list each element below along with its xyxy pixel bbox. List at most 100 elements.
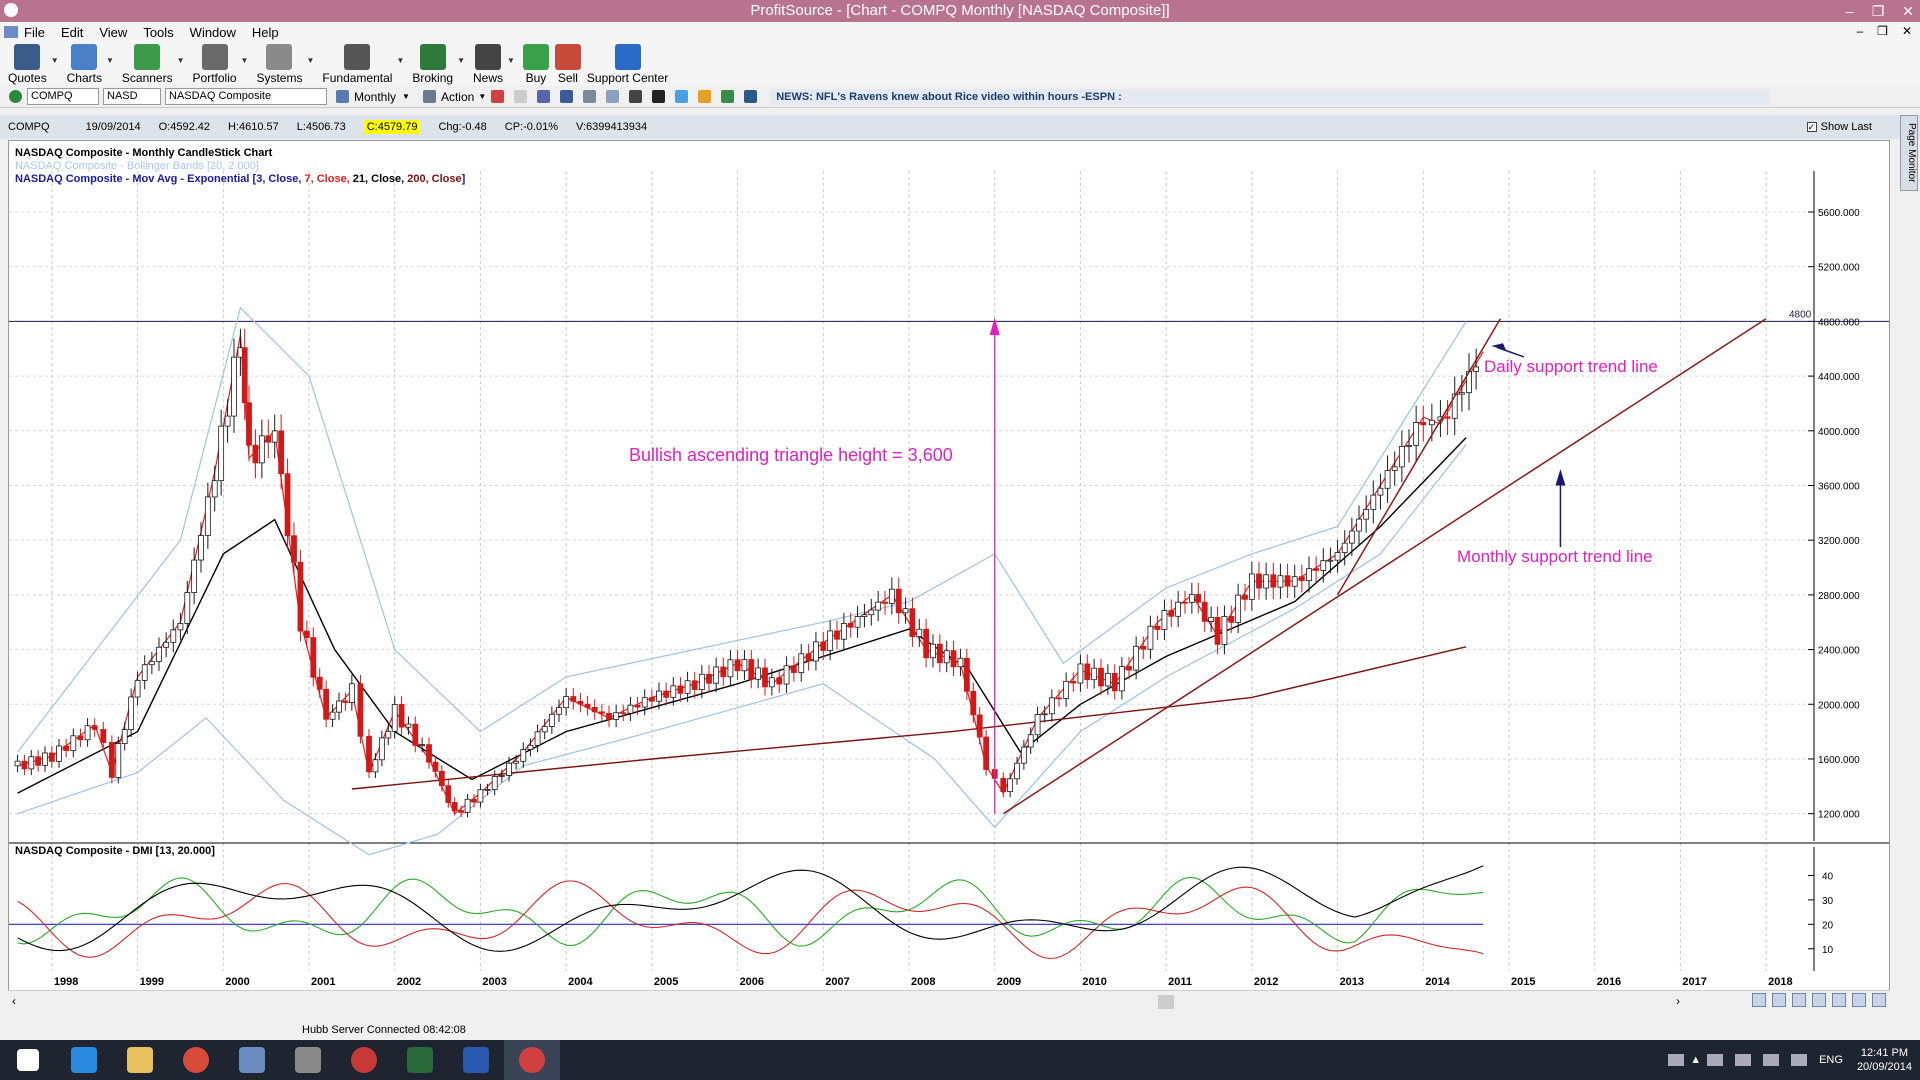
toolbar-support-center-button[interactable]: Support Center (587, 42, 668, 85)
download-icon[interactable] (491, 90, 505, 103)
menu-window[interactable]: Window (189, 24, 236, 40)
glasses-icon[interactable] (652, 90, 666, 103)
taskbar-profitsource[interactable] (504, 1040, 560, 1080)
dropdown-arrow-icon[interactable]: ▼ (457, 56, 465, 65)
taskbar-ball-app[interactable] (336, 1040, 392, 1080)
action-select[interactable]: Action (440, 89, 475, 104)
grid-icon[interactable] (606, 90, 620, 103)
mdi-close-icon[interactable]: ✕ (1901, 24, 1912, 38)
signal-icon[interactable] (1763, 1054, 1780, 1066)
y-tick-label: 2800.000 (1818, 591, 1860, 602)
app-grid-icon (295, 1047, 321, 1073)
dropdown-arrow-icon[interactable]: ▼ (306, 56, 315, 65)
page-icon[interactable] (514, 90, 528, 103)
mdi-restore-icon[interactable]: ❐ (1877, 24, 1888, 38)
x-tick-label: 2000 (225, 976, 249, 988)
dropdown-arrow-icon[interactable]: ▼ (240, 56, 249, 65)
dropdown-arrow-icon[interactable]: ▼ (50, 56, 59, 65)
taskbar-word[interactable] (448, 1040, 504, 1080)
candle-body (1420, 422, 1427, 426)
clock[interactable]: 12:41 PM 20/09/2014 (1857, 1046, 1912, 1074)
toolbar-portfolio-button[interactable]: Portfolio (193, 42, 237, 85)
keyboard-icon[interactable] (1668, 1054, 1685, 1066)
period-select[interactable]: Monthly (354, 89, 397, 104)
dropdown-arrow-icon[interactable]: ▼ (176, 56, 185, 65)
toolbar-buy-button[interactable]: Buy (522, 42, 549, 85)
prev-bar-icon[interactable] (1852, 993, 1866, 1007)
battery-icon[interactable] (1735, 1054, 1752, 1066)
news-icon[interactable] (744, 90, 758, 103)
zoom-fit-icon[interactable] (1792, 993, 1806, 1007)
show-last-toggle[interactable]: ✓ Show Last (1806, 121, 1890, 133)
period-dropdown-icon[interactable]: ▼ (402, 92, 410, 101)
toolbar-label: Systems (256, 71, 303, 85)
restore-icon[interactable]: ❐ (1871, 3, 1885, 19)
menu-tools[interactable]: Tools (143, 24, 174, 40)
save-icon[interactable] (560, 90, 574, 103)
price-chart[interactable]: 1998 1999 2000 2001 2002 2003 2004 2005 2006 2007… (9, 141, 1889, 991)
close-icon[interactable]: ✕ (1902, 3, 1914, 19)
exchange-select[interactable]: NASD (103, 88, 161, 105)
crosshair-icon[interactable] (537, 90, 551, 103)
scroll-right-icon[interactable]: › (1676, 994, 1680, 1008)
document-icon[interactable] (4, 26, 18, 38)
toolbar-sell-button[interactable]: Sell (554, 42, 581, 85)
toolbar-news-button[interactable]: News (473, 42, 503, 85)
menu-help[interactable]: Help (251, 24, 279, 40)
scroll-both-icon[interactable] (1832, 993, 1846, 1007)
menu-edit[interactable]: Edit (60, 24, 84, 40)
toolbar-charts-button[interactable]: Charts (67, 42, 102, 85)
candle-body (458, 810, 465, 813)
network-icon[interactable] (1707, 1054, 1724, 1066)
star-icon[interactable] (698, 90, 712, 103)
candle-body (663, 690, 670, 698)
toolbar-broking-button[interactable]: Broking (412, 42, 453, 85)
menu-file[interactable]: File (24, 24, 45, 40)
symbol-input[interactable]: COMPQ (27, 88, 99, 105)
menu-view[interactable]: View (99, 24, 128, 40)
toolbar-fundamental-button[interactable]: Fundamental (322, 42, 392, 85)
minimize-icon[interactable]: – (1845, 3, 1854, 19)
tray-expand-icon[interactable]: ▲ (1690, 1054, 1702, 1066)
zoom-in-icon[interactable] (1752, 993, 1766, 1007)
action-dropdown-icon[interactable]: ▼ (478, 92, 487, 101)
volume-icon[interactable] (1791, 1054, 1808, 1066)
arrows-icon[interactable] (721, 90, 735, 103)
taskbar-calculator[interactable] (224, 1040, 280, 1080)
start-button[interactable] (0, 1040, 56, 1080)
language-indicator[interactable]: ENG (1819, 1054, 1843, 1066)
next-bar-icon[interactable] (1872, 993, 1886, 1007)
mdi-minimize-icon[interactable]: – (1856, 24, 1864, 38)
toolbar-scanners-button[interactable]: Scanners (122, 42, 173, 85)
dmi-tick-label: 30 (1822, 896, 1834, 907)
tools-icon[interactable] (629, 90, 643, 103)
taskbar-go[interactable] (392, 1040, 448, 1080)
candle-body (77, 735, 84, 741)
candle-body (1228, 616, 1235, 623)
link-icon[interactable] (583, 90, 597, 103)
show-last-checkbox[interactable]: ✓ (1806, 122, 1817, 132)
first-bar-icon[interactable] (1812, 993, 1826, 1007)
news-ticker[interactable]: NEWS: NFL's Ravens knew about Rice video… (770, 88, 1771, 105)
chart-panel[interactable]: 1998 1999 2000 2001 2002 2003 2004 2005 2006 2007… (8, 140, 1890, 1012)
zoom-out-icon[interactable] (1772, 993, 1786, 1007)
taskbar-app[interactable] (280, 1040, 336, 1080)
go-icon[interactable] (9, 90, 22, 103)
candle-body (868, 609, 875, 616)
scroll-left-icon[interactable]: ‹ (12, 994, 16, 1008)
taskbar-ie[interactable] (56, 1040, 112, 1080)
taskbar-explorer[interactable] (112, 1040, 168, 1080)
dropdown-arrow-icon[interactable]: ▼ (507, 56, 515, 65)
candle-body (412, 723, 419, 746)
candle-body (1320, 560, 1327, 571)
lightbulb-icon[interactable] (675, 90, 689, 103)
scroll-thumb[interactable] (1158, 995, 1174, 1009)
taskbar-chrome[interactable] (168, 1040, 224, 1080)
toolbar-systems-button[interactable]: Systems (256, 42, 302, 85)
page-monitor-tab[interactable]: Page Monitor (1900, 115, 1918, 191)
dropdown-arrow-icon[interactable]: ▼ (396, 56, 405, 65)
toolbar-quotes-button[interactable]: Quotes (8, 42, 47, 85)
candle-body (310, 637, 317, 678)
dropdown-arrow-icon[interactable]: ▼ (105, 56, 114, 65)
chart-scrollbar[interactable]: ‹ › (8, 990, 1890, 1012)
